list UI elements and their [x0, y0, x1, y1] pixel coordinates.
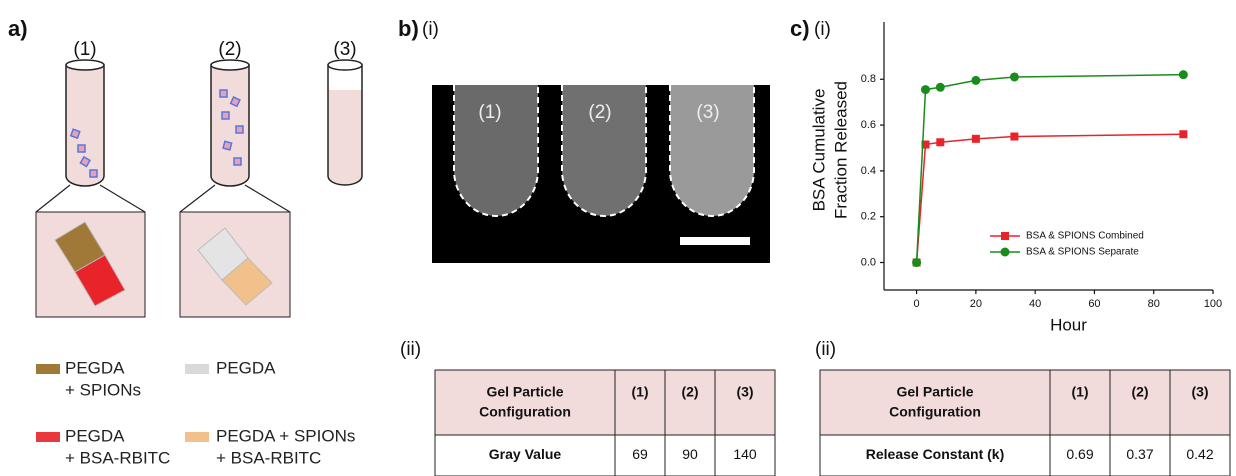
image-label: (3) — [696, 102, 719, 123]
y-axis-label: Fraction Released — [831, 81, 850, 219]
x-tick-label: 60 — [1088, 298, 1100, 310]
legend-text: PEGDA + SPIONs — [216, 426, 355, 445]
x-tick-label: 100 — [1204, 298, 1222, 310]
table-cell: Gray Value — [489, 446, 562, 462]
y-axis-label: BSA Cumulative — [809, 89, 828, 212]
y-tick-label: 0.6 — [861, 119, 876, 131]
x-tick-label: 20 — [970, 298, 982, 310]
tubes — [36, 60, 362, 317]
table-header: Gel Particle — [486, 384, 563, 400]
sub-label: (i) — [814, 19, 831, 40]
data-point — [936, 83, 945, 92]
data-point — [921, 85, 930, 94]
x-axis-label: Hour — [1050, 315, 1087, 334]
table-header: Gel Particle — [896, 384, 973, 400]
table-cell: 0.69 — [1066, 446, 1093, 462]
data-point — [1179, 130, 1187, 138]
data-point — [1179, 70, 1188, 79]
legend-text: PEGDA — [65, 358, 125, 377]
table-cell: 0.37 — [1126, 446, 1153, 462]
table-cell: 69 — [632, 446, 648, 462]
table-header: Configuration — [479, 404, 571, 420]
legend-label: BSA & SPIONS Separate — [1026, 247, 1139, 258]
table-header: (1) — [1071, 384, 1088, 400]
table-cell: Release Constant (k) — [866, 446, 1004, 462]
legend-marker — [1001, 232, 1009, 240]
panel-label: b) — [398, 16, 419, 41]
x-tick-label: 80 — [1148, 298, 1160, 310]
sub-label: (i) — [422, 19, 439, 40]
data-point — [971, 76, 980, 85]
image-label: (2) — [588, 102, 611, 123]
table-header: (3) — [736, 384, 753, 400]
table-header: (2) — [681, 384, 698, 400]
sub-label: (ii) — [400, 339, 421, 360]
legend-text: + SPIONs — [65, 380, 141, 399]
tube-label: (2) — [218, 39, 241, 60]
table-header: (2) — [1131, 384, 1148, 400]
data-point — [1010, 72, 1019, 81]
legend-text: PEGDA — [65, 426, 125, 445]
y-tick-label: 0.0 — [861, 256, 876, 268]
table-header: (3) — [1191, 384, 1208, 400]
panel-label: c) — [790, 16, 810, 41]
data-point — [936, 138, 944, 146]
y-tick-label: 0.2 — [861, 211, 876, 223]
table-header-bg — [820, 370, 1230, 435]
image-label: (1) — [478, 102, 501, 123]
data-point — [912, 258, 921, 267]
tube-label: (1) — [73, 39, 96, 60]
series-line — [917, 134, 1184, 262]
table-header: (1) — [631, 384, 648, 400]
data-point — [972, 135, 980, 143]
legend-marker — [1001, 248, 1010, 257]
table-cell: 90 — [682, 446, 698, 462]
tube-label: (3) — [333, 39, 356, 60]
sub-label: (ii) — [815, 339, 836, 360]
table-cell: 0.42 — [1186, 446, 1213, 462]
legend-text: + BSA-RBITC — [65, 448, 170, 467]
legend-text: PEGDA — [216, 358, 276, 377]
figure: a) (1) (2) (3) PEGDA + SPIONs PEGDA PEGD… — [0, 0, 1236, 476]
data-point — [1010, 133, 1018, 141]
legend-label: BSA & SPIONS Combined — [1026, 231, 1144, 242]
x-tick-label: 40 — [1029, 298, 1041, 310]
x-tick-label: 0 — [914, 298, 920, 310]
table-header-bg — [435, 370, 775, 435]
table-header: Configuration — [889, 404, 981, 420]
legend-text: + BSA-RBITC — [216, 448, 321, 467]
y-tick-label: 0.4 — [861, 165, 876, 177]
panel-label: a) — [8, 16, 28, 41]
table-cell: 140 — [733, 446, 757, 462]
y-tick-label: 0.8 — [861, 73, 876, 85]
